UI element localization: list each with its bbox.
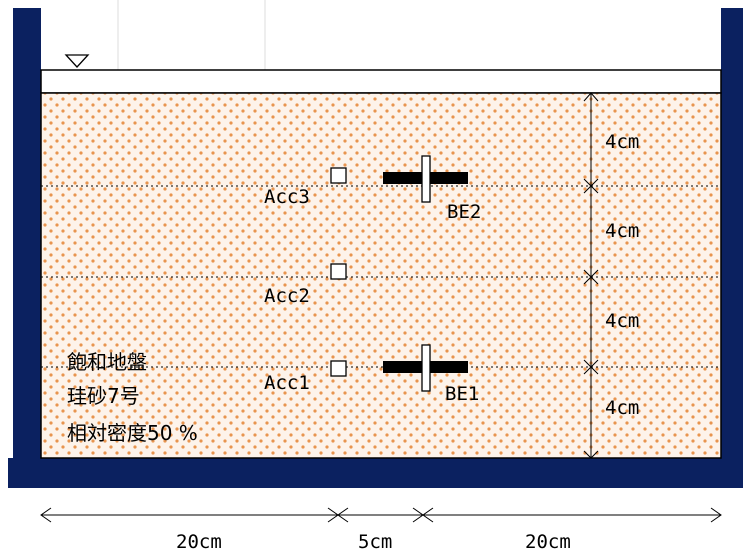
horizontal-dimension-line — [40, 507, 722, 523]
container-base — [8, 458, 743, 488]
vertical-dimension-label-3: 4cm — [605, 310, 639, 332]
be2-label: BE2 — [447, 201, 481, 223]
saturated-sand-layer — [40, 92, 722, 459]
container-right-wall — [721, 8, 743, 460]
depth-reference-lines — [41, 185, 721, 368]
accelerometer-acc3-icon — [330, 167, 347, 184]
acc2-label: Acc2 — [264, 285, 310, 307]
accelerometer-acc1-icon — [330, 360, 347, 377]
soil-description-line1: 飽和地盤 — [67, 350, 147, 374]
background-gridlines — [117, 0, 266, 70]
horizontal-dimension-label-1: 20cm — [176, 531, 222, 553]
acc3-label: Acc3 — [264, 186, 310, 208]
acc1-label: Acc1 — [264, 372, 310, 394]
vertical-dimension-line — [583, 92, 599, 459]
be1-label: BE1 — [445, 383, 479, 405]
soil-description-line3: 相対密度50 % — [67, 421, 198, 445]
bender-element-be1-icon — [383, 344, 468, 392]
water-layer — [40, 69, 722, 94]
bender-element-be2-icon — [383, 155, 468, 203]
horizontal-dimension-label-3: 20cm — [525, 531, 571, 553]
vertical-dimension-label-2: 4cm — [605, 220, 639, 242]
vertical-dimension-label-1: 4cm — [605, 131, 639, 153]
horizontal-dimension-label-2: 5cm — [358, 531, 392, 553]
container-left-wall — [13, 8, 41, 460]
inverted-triangle-water-level-icon — [64, 54, 90, 68]
accelerometer-acc2-icon — [330, 263, 347, 280]
vertical-dimension-label-4: 4cm — [605, 397, 639, 419]
soil-description-line2: 珪砂7号 — [67, 384, 140, 408]
